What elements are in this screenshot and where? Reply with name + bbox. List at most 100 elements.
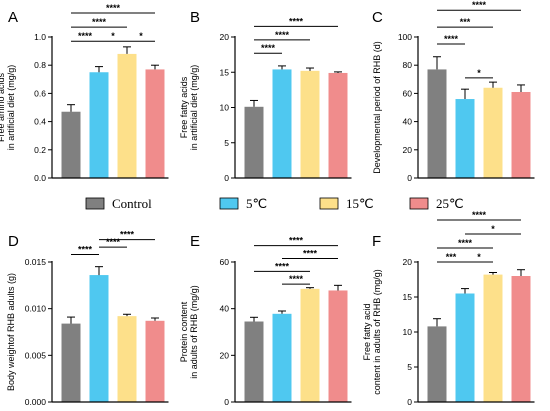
panel-e-bar-1 [244, 321, 264, 402]
panel-a-ytick-label-3: 0.4 [34, 117, 46, 127]
panel-a-ylabel-line-2: in artificial diet (mg/g) [6, 65, 16, 151]
legend-label-1: Control [112, 196, 152, 211]
panel-b-ylabel-line-1: Free fatty acids [179, 76, 189, 138]
panel-f-ytick-label-5: 20 [403, 257, 413, 267]
panel-f-ytick-label-3: 10 [403, 327, 413, 337]
panel-c-ytick-label-3: 40 [403, 117, 413, 127]
panel-d-bar-1 [61, 323, 81, 402]
panel-f-bar-3 [483, 274, 503, 402]
panel-c-ytick-label-5: 80 [403, 60, 413, 70]
panel-c-ylabel-line-1: Developmental period of RHB (d) [372, 41, 382, 174]
legend-label-4: 25℃ [436, 196, 464, 211]
panel-e-bar-4 [328, 290, 348, 402]
panel-b-sig-label-1: **** [289, 16, 304, 26]
panel-d-ytick-label-1: 0.000 [25, 397, 47, 407]
panel-e-ytick-label-2: 20 [220, 350, 230, 360]
panel-a-ylabel-line-1: Free amino acids [0, 72, 6, 142]
panel-f-ytick-label-2: 5 [407, 362, 412, 372]
panel-b-bar-4 [328, 72, 348, 178]
panel-a-sig-label-4: * [111, 31, 115, 41]
panel-a-ytick-label-6: 1.0 [34, 32, 46, 42]
panel-f-ylabel-line-2: content in adults of RHB (mg/g) [372, 269, 382, 395]
panel-f-bar-2 [455, 293, 475, 402]
legend-label-2: 5℃ [246, 196, 267, 211]
panel-b-ytick-label-4: 15 [220, 67, 230, 77]
panel-e-ytick-label-4: 60 [220, 257, 230, 267]
panel-c-letter: C [372, 9, 383, 26]
panel-a-ytick-label-5: 0.8 [34, 60, 46, 70]
legend-swatch-2 [219, 197, 239, 210]
panel-c-ytick-label-2: 20 [403, 145, 413, 155]
panel-d-ytick-label-2: 0.005 [25, 350, 47, 360]
panel-a-bar-3 [117, 53, 137, 178]
panel-e-ylabel-line-2: in adults of RHB (mg/g) [189, 285, 199, 379]
panel-e-sig-label-4: **** [289, 274, 304, 284]
panel-e-bar-2 [272, 313, 292, 402]
panel-a-bar-1 [61, 111, 81, 178]
panel-f-ytick-label-1: 0 [407, 397, 412, 407]
panel-d-ytick-label-3: 0.010 [25, 304, 47, 314]
panel-b-bar-1 [244, 106, 264, 178]
panel-e-sig-label-1: **** [289, 236, 304, 246]
panel-d-bar-2 [89, 275, 109, 402]
panel-f-letter: F [372, 233, 381, 250]
panel-b-ytick-label-1: 0 [224, 173, 229, 183]
panel-a-bar-2 [89, 72, 109, 178]
panel-e-letter: E [190, 233, 200, 250]
panel-f-sig-label-1: **** [472, 210, 487, 220]
panel-d-bar-4 [145, 320, 165, 402]
panel-d-ytick-label-4: 0.015 [25, 257, 47, 267]
panel-b-ylabel-line-2: in artificial diet (mg/g) [189, 65, 199, 151]
panel-b-bar-2 [272, 69, 292, 178]
panel-a-sig-label-1: **** [106, 3, 121, 13]
panel-f-bar-1 [427, 326, 447, 402]
panel-f-bar-4 [511, 276, 531, 402]
panel-b-bar-3 [300, 70, 320, 178]
panel-d-sig-label-1: **** [78, 245, 93, 255]
panel-c-sig-label-2: *** [460, 17, 471, 27]
panel-a-sig-label-2: **** [92, 17, 107, 27]
panel-a-ytick-label-4: 0.6 [34, 88, 46, 98]
panel-c-sig-label-3: **** [444, 34, 459, 44]
panel-b-sig-label-3: **** [261, 43, 276, 53]
panel-f-sig-label-3: **** [458, 238, 473, 248]
legend-swatch-1 [85, 197, 105, 210]
panel-f-sig-label-5: * [477, 252, 481, 262]
panel-e-sig-label-3: **** [275, 261, 290, 271]
panel-e-ylabel-line-1: Protein content [179, 301, 189, 362]
panel-a-bar-4 [145, 69, 165, 178]
panel-e-ytick-label-1: 0 [224, 397, 229, 407]
panel-c-bar-3 [483, 87, 503, 178]
panel-c-bar-4 [511, 91, 531, 178]
panel-a-letter: A [8, 9, 18, 26]
panel-d-sig-label-2: **** [120, 230, 135, 240]
legend-label-3: 15℃ [346, 196, 374, 211]
panel-c-sig-label-4: * [477, 68, 481, 78]
panel-e-bar-3 [300, 288, 320, 402]
panel-c-ytick-label-6: 100 [398, 32, 412, 42]
panel-c-bar-2 [455, 99, 475, 178]
panel-d-sig-label-3: **** [106, 237, 121, 247]
panel-b-sig-label-2: **** [275, 30, 290, 40]
panel-a-sig-label-3: **** [78, 31, 93, 41]
panel-b-ytick-label-2: 5 [224, 138, 229, 148]
panel-d-ylabel-line-1: Body weightof RHB adults (g) [6, 273, 16, 391]
panel-a-ytick-label-1: 0.0 [34, 173, 46, 183]
panel-f-ytick-label-4: 15 [403, 292, 413, 302]
panel-f-sig-label-2: * [491, 224, 495, 234]
panel-c-ytick-label-1: 0 [407, 173, 412, 183]
panel-b-ytick-label-5: 20 [220, 32, 230, 42]
panel-b-letter: B [190, 9, 200, 26]
panel-c-bar-1 [427, 69, 447, 178]
panel-a-ytick-label-2: 0.2 [34, 145, 46, 155]
panel-b-ytick-label-3: 10 [220, 103, 230, 113]
panel-d-letter: D [8, 233, 19, 250]
panel-f-sig-label-4: *** [446, 252, 457, 262]
legend-swatch-4 [409, 197, 429, 210]
panel-c-ytick-label-4: 60 [403, 88, 413, 98]
panel-d-bar-3 [117, 316, 137, 402]
panel-e-ytick-label-3: 40 [220, 304, 230, 314]
legend-swatch-3 [319, 197, 339, 210]
panel-c-sig-label-1: **** [472, 0, 487, 10]
